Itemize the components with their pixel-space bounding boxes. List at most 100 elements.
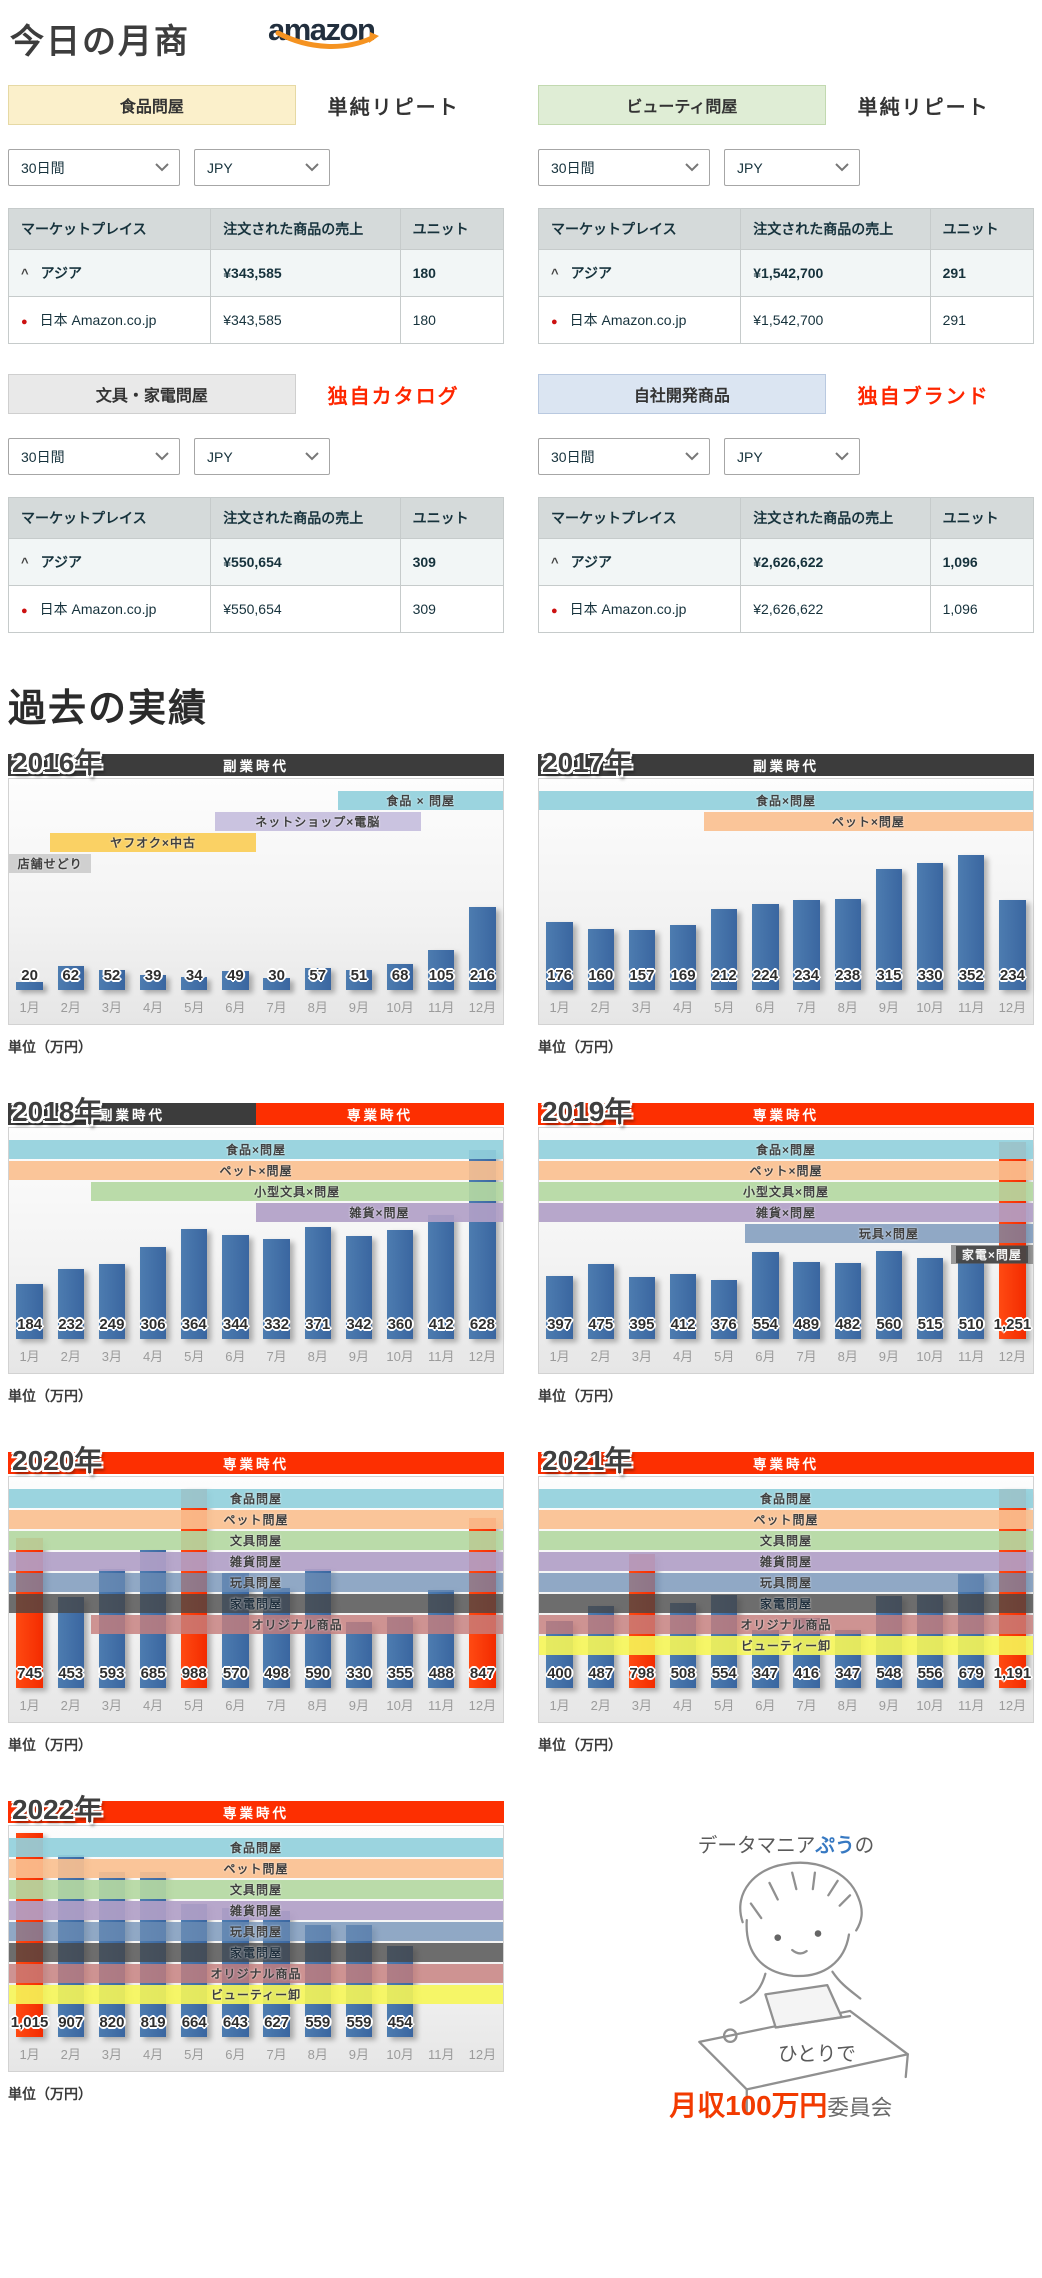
- category-box: ビューティ問屋: [538, 85, 826, 125]
- category-band: 食品問屋: [9, 1838, 503, 1857]
- bar-value-label: 306: [140, 1316, 166, 1333]
- category-band: 玩具問屋: [9, 1573, 503, 1592]
- chart-2018: 2018年 副業時代 専業時代 食品×問屋 ペット×問屋 小型文具×問屋 雑貨×問屋 1月 1…: [8, 1096, 504, 1406]
- era-bar: 専業時代: [256, 1103, 504, 1125]
- month-bar: [752, 904, 779, 990]
- category-band: ネットショップ×電脳: [214, 812, 421, 831]
- month-bar: [386, 964, 414, 990]
- category-band: 文具問屋: [9, 1880, 503, 1899]
- chevron-down-icon: [685, 163, 699, 172]
- bar-value-label: 988: [181, 1665, 207, 1682]
- month-label: 12月: [998, 1000, 1027, 1015]
- chart-2021: 2021年 専業時代 食品問屋 ペット問屋 文具問屋 雑貨問屋 玩具問屋 家電問屋 オリジナル…: [538, 1445, 1034, 1755]
- month-label: 3月: [101, 2047, 123, 2062]
- bar-value-label: 330: [346, 1665, 372, 1682]
- currency-select[interactable]: JPY: [724, 149, 860, 186]
- category-band: 食品問屋: [9, 1489, 503, 1508]
- period-select[interactable]: 30日間: [538, 149, 710, 186]
- col-units: ユニット: [399, 208, 505, 250]
- category-band: ペット×問屋: [9, 1161, 503, 1180]
- month-label: 2月: [590, 1698, 611, 1713]
- month-label: 10月: [386, 1349, 414, 1364]
- bar-value-label: 51: [350, 967, 368, 984]
- unit-caption: 単位（万円）: [8, 1737, 92, 1753]
- bar-value-label: 560: [876, 1316, 902, 1333]
- month-bar: [587, 929, 614, 990]
- month-label: 4月: [142, 1349, 164, 1364]
- chevron-down-icon: [305, 452, 319, 461]
- month-bar: [793, 1262, 820, 1339]
- month-label: 2月: [590, 1349, 611, 1364]
- month-label: 7月: [796, 1000, 817, 1015]
- collapse-caret-icon[interactable]: ^: [21, 266, 29, 281]
- collapse-caret-icon[interactable]: ^: [551, 266, 559, 281]
- month-label: 6月: [755, 1349, 776, 1364]
- month-label: 5月: [714, 1698, 735, 1713]
- collapse-caret-icon[interactable]: ^: [21, 555, 29, 570]
- chart-year-label: 2018年: [12, 1096, 103, 1127]
- month-bar: [57, 1269, 84, 1339]
- bar-value-label: 224: [752, 967, 778, 984]
- category-band: 雑貨問屋: [539, 1552, 1033, 1571]
- category-band: 食品 × 問屋: [338, 791, 503, 810]
- month-bar: [98, 1264, 126, 1339]
- period-select[interactable]: 30日間: [8, 149, 180, 186]
- currency-select[interactable]: JPY: [194, 438, 330, 475]
- marketplace-table: マーケットプレイス 注文された商品の売上 ユニット ^ アジア ¥2,626,62…: [537, 497, 1035, 633]
- month-label: 6月: [755, 1000, 776, 1015]
- period-select[interactable]: 30日間: [538, 438, 710, 475]
- bar-value-label: 454: [387, 2014, 413, 2031]
- bar-value-label: 907: [58, 2014, 84, 2031]
- month-bar: [958, 1259, 985, 1339]
- month-label: 8月: [837, 1698, 858, 1713]
- month-label: 7月: [266, 1349, 287, 1364]
- bar-value-label: 176: [547, 967, 573, 984]
- month-label: 9月: [878, 1000, 900, 1015]
- category-band: 小型文具×問屋: [91, 1182, 503, 1201]
- amazon-logo: amazon: [268, 14, 379, 49]
- chart-2017: 2017年 副業時代 食品×問屋 ペット×問屋 1月 176 2月 160 3月 157 4月 16…: [538, 747, 1034, 1057]
- bar-value-label: 1,251: [993, 1316, 1032, 1333]
- month-bar: [304, 968, 331, 990]
- bar-value-label: 1,015: [10, 2014, 49, 2031]
- bar-value-label: 679: [958, 1665, 984, 1682]
- chart-year-label: 2016年: [12, 747, 103, 778]
- bar-value-label: 498: [264, 1665, 290, 1682]
- collapse-caret-icon[interactable]: ^: [551, 555, 559, 570]
- category-band: 小型文具×問屋: [539, 1182, 1033, 1201]
- category-band: オリジナル商品: [91, 1615, 503, 1634]
- sales-panel-food: 食品問屋 単純リピート 30日間 JPY マーケットプレイス 注文された商品の売…: [7, 85, 505, 344]
- month-bar: [628, 930, 656, 990]
- bar-value-label: 412: [428, 1316, 454, 1333]
- bar-value-label: 347: [835, 1665, 861, 1682]
- history-charts: 2016年 副業時代 食品 × 問屋 ネットショップ×電脳 ヤフオク×中古 店舗せどり 1…: [8, 747, 1034, 2141]
- month-bar: [587, 1264, 614, 1339]
- marketplace-table: マーケットプレイス 注文された商品の売上 ユニット ^ アジア ¥550,654 …: [7, 497, 505, 633]
- currency-select[interactable]: JPY: [724, 438, 860, 475]
- category-band: オリジナル商品: [9, 1964, 503, 1983]
- category-band: 玩具×問屋: [744, 1224, 1033, 1243]
- period-select[interactable]: 30日間: [8, 438, 180, 475]
- bar-value-label: 487: [588, 1665, 614, 1682]
- category-band: 食品×問屋: [539, 791, 1033, 810]
- category-band: 文具問屋: [9, 1531, 503, 1550]
- month-label: 7月: [266, 1000, 287, 1015]
- category-band: ペット問屋: [9, 1859, 503, 1878]
- bar-value-label: 52: [103, 967, 121, 984]
- category-band: 家電×問屋: [950, 1245, 1033, 1264]
- bar-value-label: 819: [140, 2014, 166, 2031]
- mascot-line3-red: 月収100万円: [669, 2090, 827, 2121]
- month-label: 9月: [348, 1349, 370, 1364]
- month-bar: [181, 1229, 208, 1339]
- bar-value-label: 664: [181, 2014, 207, 2031]
- bar-value-label: 344: [222, 1316, 248, 1333]
- category-band: 食品問屋: [539, 1489, 1033, 1508]
- category-band: 文具問屋: [539, 1531, 1033, 1550]
- chart-2016: 2016年 副業時代 食品 × 問屋 ネットショップ×電脳 ヤフオク×中古 店舗せどり 1…: [8, 747, 504, 1057]
- currency-select[interactable]: JPY: [194, 149, 330, 186]
- category-band: 店舗せどり: [9, 854, 92, 873]
- chevron-down-icon: [305, 163, 319, 172]
- month-bar: [222, 1235, 249, 1339]
- month-bar: [999, 900, 1026, 990]
- bar-value-label: 371: [305, 1316, 331, 1333]
